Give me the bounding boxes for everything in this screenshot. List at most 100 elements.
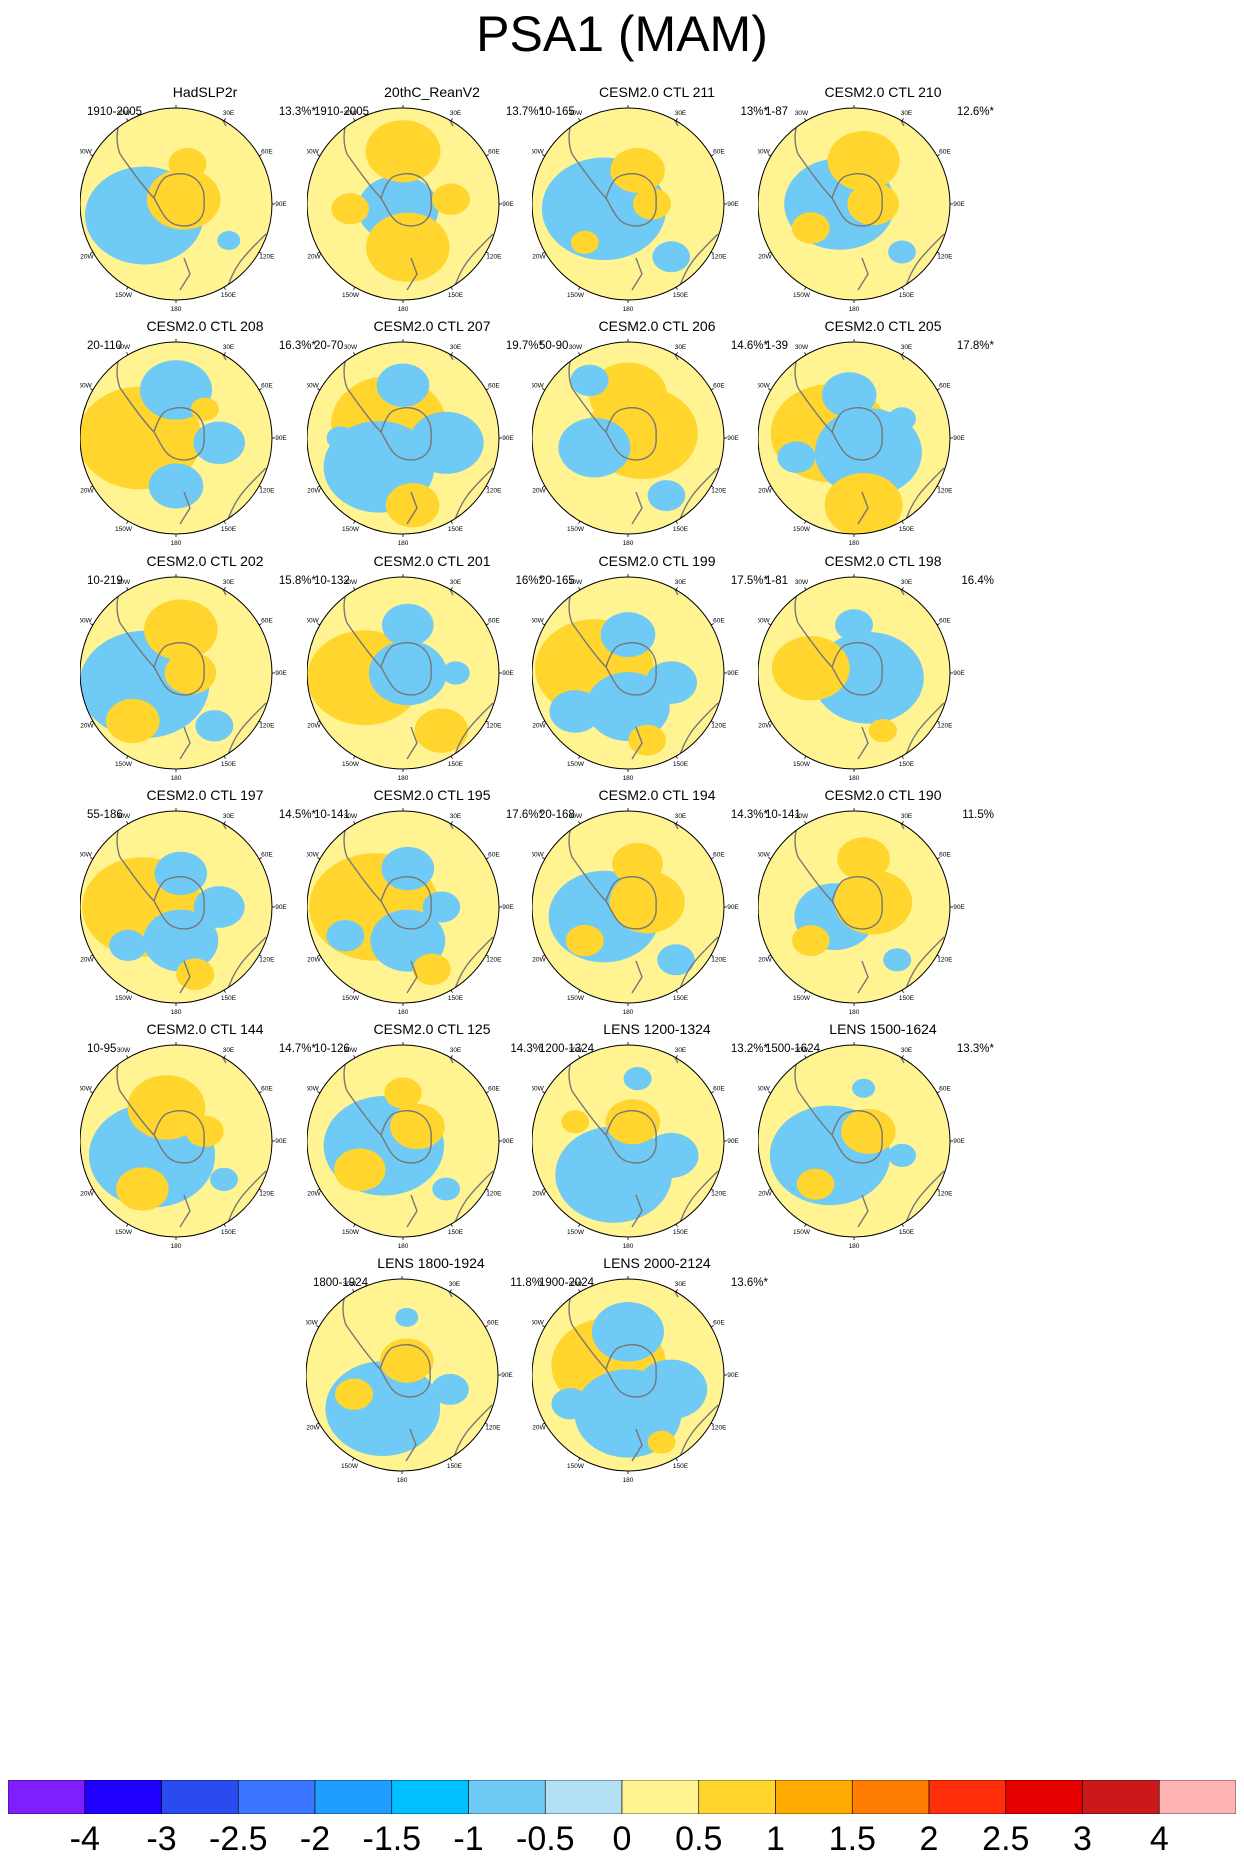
longitude-tick <box>126 821 129 825</box>
longitude-tick <box>223 118 226 122</box>
longitude-label: 90E <box>727 904 739 911</box>
colorbar-tick-label: 0.5 <box>675 1820 723 1858</box>
longitude-tick <box>90 251 94 254</box>
longitude-label: 120E <box>486 723 502 730</box>
anomaly-contour <box>647 480 686 512</box>
anomaly-contour <box>366 212 450 282</box>
colorbar-tick-label: 1.5 <box>828 1820 876 1858</box>
panel-years: 55-186 <box>87 809 123 821</box>
panel-variance-pct: 13.3%* <box>956 1043 994 1055</box>
panel-variance-pct: 19.7%* <box>505 340 543 352</box>
longitude-tick <box>768 623 772 626</box>
anomaly-contour <box>609 871 685 934</box>
colorbar-tick-label: 2 <box>919 1820 939 1858</box>
polar-map: 030E60E90E120E150E180150W120W90W60W30W <box>80 105 287 313</box>
longitude-label: 180 <box>398 1243 409 1250</box>
longitude-tick <box>804 989 807 993</box>
longitude-tick <box>542 1422 546 1425</box>
longitude-label: 120E <box>711 1191 727 1198</box>
longitude-label: 150W <box>342 526 360 533</box>
longitude-tick <box>353 1223 356 1227</box>
longitude-label: 30W <box>795 1047 809 1054</box>
longitude-label: 90E <box>275 201 287 208</box>
longitude-tick <box>450 118 453 122</box>
longitude-tick <box>804 1223 807 1227</box>
panel-title: HadSLP2r <box>172 84 238 100</box>
longitude-tick <box>901 1223 904 1227</box>
longitude-label: 120W <box>758 254 772 261</box>
panel-variance-pct: 16%* <box>515 575 544 587</box>
longitude-label: 90E <box>953 904 965 911</box>
polar-map: 030E60E90E120E150E180150W120W90W60W30W <box>80 808 287 1016</box>
longitude-label: 180 <box>623 1477 634 1484</box>
longitude-tick <box>90 1091 94 1094</box>
longitude-label: 30E <box>450 344 462 351</box>
longitude-label: 150W <box>567 526 585 533</box>
anomaly-contour <box>395 1307 419 1327</box>
longitude-tick <box>675 1223 678 1227</box>
longitude-tick <box>258 485 262 488</box>
longitude-label: 120E <box>486 254 502 261</box>
anomaly-contour <box>814 408 922 497</box>
longitude-label: 30W <box>344 110 358 117</box>
longitude-label: 150E <box>899 995 915 1002</box>
longitude-tick <box>542 1188 546 1191</box>
panel-years: 1900-2024 <box>539 1277 594 1289</box>
anomaly-contour <box>643 1132 699 1178</box>
longitude-tick <box>353 1055 356 1059</box>
longitude-tick <box>450 821 453 825</box>
longitude-label: 30W <box>117 579 131 586</box>
anomaly-contour <box>441 661 470 685</box>
anomaly-contour <box>164 651 217 695</box>
longitude-label: 30E <box>450 813 462 820</box>
longitude-tick <box>804 755 807 759</box>
longitude-tick <box>710 1422 714 1425</box>
longitude-tick <box>258 388 262 391</box>
longitude-label: 90E <box>275 435 287 442</box>
longitude-tick <box>317 1091 321 1094</box>
anomaly-contour <box>414 708 469 753</box>
longitude-label: 30E <box>901 1047 913 1054</box>
longitude-tick <box>578 1223 581 1227</box>
anomaly-contour <box>777 441 816 473</box>
longitude-label: 30W <box>117 344 131 351</box>
longitude-label: 60W <box>758 149 771 156</box>
anomaly-contour <box>193 421 245 465</box>
anomaly-contour <box>796 1168 835 1200</box>
anomaly-contour <box>143 909 219 972</box>
longitude-label: 120E <box>937 488 953 495</box>
longitude-label: 150E <box>673 526 689 533</box>
longitude-tick <box>223 1223 226 1227</box>
longitude-label: 30W <box>795 110 809 117</box>
longitude-label: 150W <box>341 1463 359 1470</box>
longitude-tick <box>126 286 129 290</box>
longitude-label: 120W <box>758 488 772 495</box>
longitude-label: 150E <box>673 292 689 299</box>
longitude-label: 120W <box>758 957 772 964</box>
longitude-label: 120E <box>711 488 727 495</box>
longitude-label: 150E <box>448 1229 464 1236</box>
anomaly-contour <box>154 851 208 896</box>
longitude-label: 60W <box>307 618 320 625</box>
longitude-label: 30E <box>901 110 913 117</box>
longitude-tick <box>316 1325 320 1328</box>
panel-variance-pct: 16.4% <box>961 575 994 587</box>
longitude-label: 30W <box>569 1281 583 1288</box>
polar-map: 030E60E90E120E150E180150W120W90W60W30W <box>532 1042 739 1250</box>
longitude-label: 120W <box>532 723 546 730</box>
longitude-label: 90E <box>953 201 965 208</box>
longitude-label: 30E <box>675 344 687 351</box>
longitude-label: 120W <box>80 1191 94 1198</box>
longitude-label: 180 <box>623 306 634 313</box>
longitude-tick <box>485 485 489 488</box>
anomaly-contour <box>555 1126 672 1223</box>
longitude-label: 60W <box>80 852 93 859</box>
longitude-tick <box>804 587 807 591</box>
anomaly-contour <box>600 612 656 658</box>
panel-variance-pct: 14.5%* <box>278 809 316 821</box>
polar-map: 030E60E90E120E150E180150W120W90W60W30W <box>758 339 965 547</box>
anomaly-contour <box>408 411 484 474</box>
map-panel: CESM2.0 CTL 2101-8712.6%*030E60E90E120E1… <box>758 84 1008 324</box>
longitude-label: 60E <box>713 852 725 859</box>
colorbar-swatch <box>775 1780 853 1814</box>
